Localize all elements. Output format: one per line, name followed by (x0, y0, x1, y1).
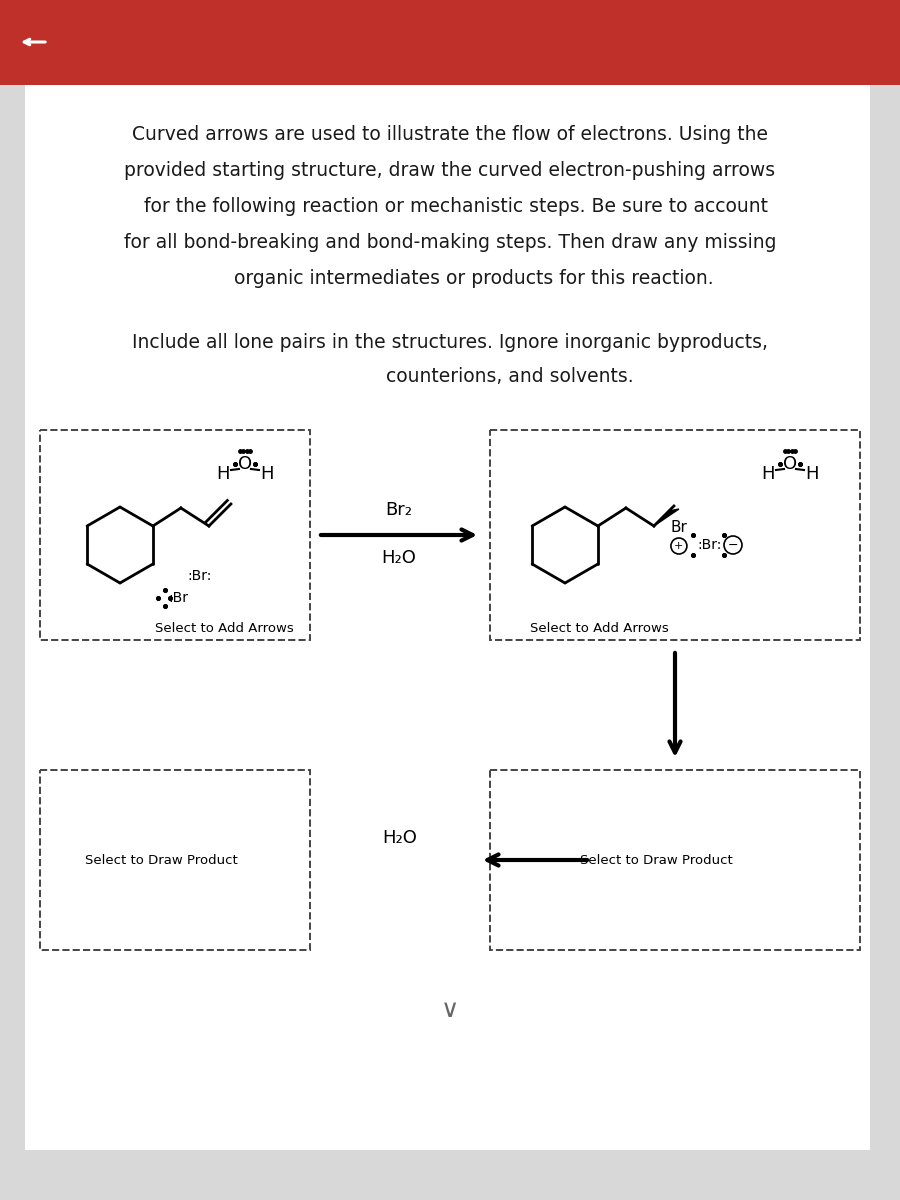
Bar (490, 770, 860, 950)
Text: O: O (783, 455, 797, 473)
Text: for the following reaction or mechanistic steps. Be sure to account: for the following reaction or mechanisti… (132, 198, 768, 216)
Bar (40, 770, 310, 950)
Polygon shape (654, 509, 679, 526)
Text: Include all lone pairs in the structures. Ignore inorganic byproducts,: Include all lone pairs in the structures… (132, 334, 768, 353)
Text: +: + (674, 541, 684, 551)
Text: H₂O: H₂O (382, 829, 418, 847)
Text: Curved arrows are used to illustrate the flow of electrons. Using the: Curved arrows are used to illustrate the… (132, 126, 768, 144)
Text: H₂O: H₂O (382, 550, 417, 566)
Bar (25, 85, 870, 1150)
Text: Select to Draw Product: Select to Draw Product (86, 853, 238, 866)
Text: Select to Add Arrows: Select to Add Arrows (155, 622, 293, 635)
Text: :Br: :Br (168, 590, 188, 605)
Text: H: H (806, 464, 819, 482)
Bar (490, 430, 860, 640)
Text: :Br:: :Br: (698, 538, 722, 552)
Bar (40, 430, 310, 640)
Text: :Br:: :Br: (188, 569, 212, 583)
Text: −: − (728, 539, 738, 552)
Text: ∨: ∨ (441, 998, 459, 1022)
Text: organic intermediates or products for this reaction.: organic intermediates or products for th… (186, 270, 714, 288)
Text: provided starting structure, draw the curved electron-pushing arrows: provided starting structure, draw the cu… (124, 162, 776, 180)
Text: O: O (238, 455, 252, 473)
Text: H: H (260, 464, 274, 482)
Text: Select to Add Arrows: Select to Add Arrows (530, 622, 669, 635)
Text: Br₂: Br₂ (385, 502, 412, 518)
Bar (0, 0, 900, 85)
Text: Br: Br (670, 521, 688, 535)
Text: H: H (761, 464, 775, 482)
Text: H: H (216, 464, 230, 482)
Text: Select to Draw Product: Select to Draw Product (580, 853, 733, 866)
Text: for all bond-breaking and bond-making steps. Then draw any missing: for all bond-breaking and bond-making st… (124, 234, 776, 252)
Text: counterions, and solvents.: counterions, and solvents. (266, 367, 634, 386)
